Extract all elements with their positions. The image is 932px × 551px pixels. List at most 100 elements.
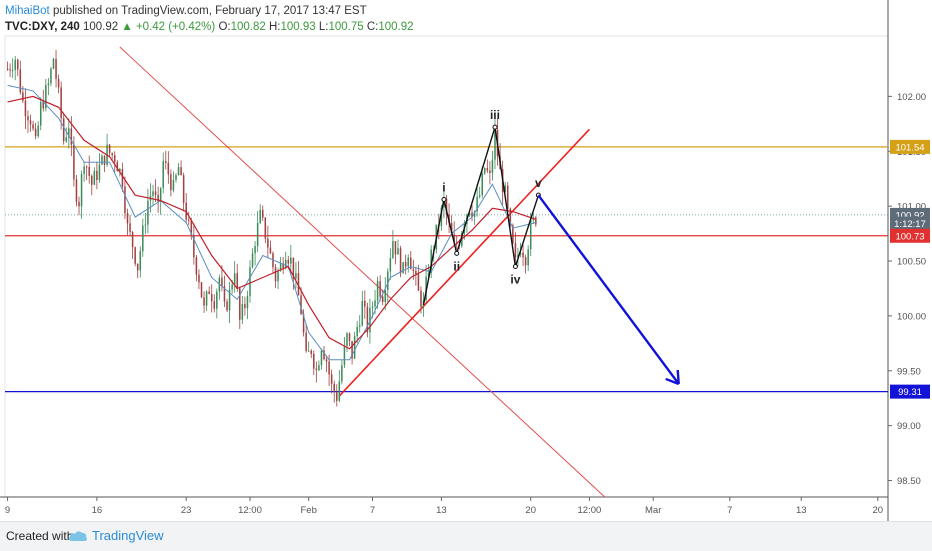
candle-body xyxy=(394,241,397,255)
candle-body xyxy=(103,155,106,166)
candle-body xyxy=(351,340,353,359)
candle-body xyxy=(152,191,154,196)
candle-body xyxy=(165,161,167,163)
price-chart[interactable]: 102.00101.50101.00100.50100.0099.5099.00… xyxy=(0,0,932,521)
price-change: ▲ +0.42 (+0.42%) xyxy=(121,21,216,33)
price-tag xyxy=(890,216,930,231)
candle-body xyxy=(512,225,514,244)
x-tick-label: 9 xyxy=(5,505,10,516)
candle-body xyxy=(364,300,366,307)
candle-body xyxy=(244,304,246,309)
candle-body xyxy=(358,325,361,327)
candle-body xyxy=(295,273,297,279)
candle-body xyxy=(417,274,420,291)
open-value: 100.82 xyxy=(230,21,266,33)
candle-body xyxy=(154,191,157,195)
candle-body xyxy=(42,101,45,109)
candles-group xyxy=(6,49,537,407)
candle-body xyxy=(98,164,101,181)
candle-body xyxy=(246,295,249,309)
x-tick-label: 20 xyxy=(873,505,884,516)
candle-body xyxy=(11,69,14,71)
candle-body xyxy=(182,175,185,203)
candle-body xyxy=(284,259,287,269)
y-tick-label: 99.00 xyxy=(897,421,921,432)
candle-body xyxy=(167,162,170,175)
candle-body xyxy=(32,124,34,129)
candle-body xyxy=(489,170,491,173)
candle-body xyxy=(333,383,335,393)
candle-body xyxy=(126,213,129,224)
candle-body xyxy=(397,248,399,255)
candle-body xyxy=(162,161,164,189)
candle-body xyxy=(343,346,346,366)
close-value: 100.92 xyxy=(378,21,414,33)
close-label: C: xyxy=(366,21,379,33)
candle-body xyxy=(213,301,216,309)
x-tick-label: 13 xyxy=(796,505,807,516)
candle-body xyxy=(22,92,24,101)
wave-label: i xyxy=(442,181,445,195)
candle-body xyxy=(9,69,11,71)
candle-body xyxy=(55,58,57,79)
candle-body xyxy=(210,293,213,302)
candle-body xyxy=(527,249,529,266)
candle-body xyxy=(256,223,259,247)
footer-bar: Created with TradingView xyxy=(0,521,932,551)
candle-body xyxy=(50,68,52,84)
x-tick-label: 16 xyxy=(92,505,103,516)
candle-body xyxy=(348,333,351,341)
candle-body xyxy=(392,241,394,258)
candle-body xyxy=(478,195,481,197)
candle-body xyxy=(361,300,364,326)
candle-body xyxy=(292,257,295,279)
candle-body xyxy=(274,267,277,282)
candle-body xyxy=(142,225,144,252)
x-tick-label: 12:00 xyxy=(578,505,602,516)
candle-body xyxy=(402,262,404,274)
candle-body xyxy=(420,290,422,307)
candle-body xyxy=(430,249,432,273)
candle-body xyxy=(325,359,328,362)
candle-body xyxy=(399,248,402,274)
wave-label: v xyxy=(535,176,542,190)
candle-body xyxy=(52,58,55,69)
plot-area xyxy=(4,35,889,498)
candle-body xyxy=(157,194,159,202)
candle-body xyxy=(387,271,389,291)
candle-body xyxy=(323,350,325,360)
candle-body xyxy=(249,267,251,296)
candle-body xyxy=(450,223,453,235)
candle-body xyxy=(195,257,198,275)
candle-body xyxy=(384,290,387,303)
candle-body xyxy=(119,168,121,172)
candle-body xyxy=(121,168,124,187)
candle-body xyxy=(366,306,369,333)
candle-body xyxy=(47,83,50,86)
projection-arrow-line xyxy=(537,194,680,385)
tradingview-brand[interactable]: TradingView xyxy=(92,528,164,543)
candle-body xyxy=(494,129,496,160)
candle-body xyxy=(310,350,313,354)
candle-body xyxy=(221,277,223,287)
candle-body xyxy=(381,296,384,303)
candle-body xyxy=(443,198,445,208)
candle-body xyxy=(473,211,476,217)
price-tag-label: 1:12:17 xyxy=(894,219,926,230)
candle-body xyxy=(318,365,320,371)
candle-body xyxy=(297,273,300,296)
candle-body xyxy=(376,281,379,301)
chart-header: MihaiBot published on TradingView.com, F… xyxy=(5,3,414,35)
candle-body xyxy=(356,326,358,337)
author-link[interactable]: MihaiBot xyxy=(5,5,50,17)
candle-body xyxy=(486,168,489,171)
candle-body xyxy=(453,234,455,243)
price-tag-label: 100.73 xyxy=(895,231,924,242)
wave-point xyxy=(441,197,447,203)
candle-body xyxy=(236,273,238,289)
candle-body xyxy=(108,144,111,154)
trend-line xyxy=(338,128,590,397)
high-value: 100.93 xyxy=(280,21,316,33)
candle-body xyxy=(37,125,39,137)
candle-body xyxy=(96,170,98,181)
